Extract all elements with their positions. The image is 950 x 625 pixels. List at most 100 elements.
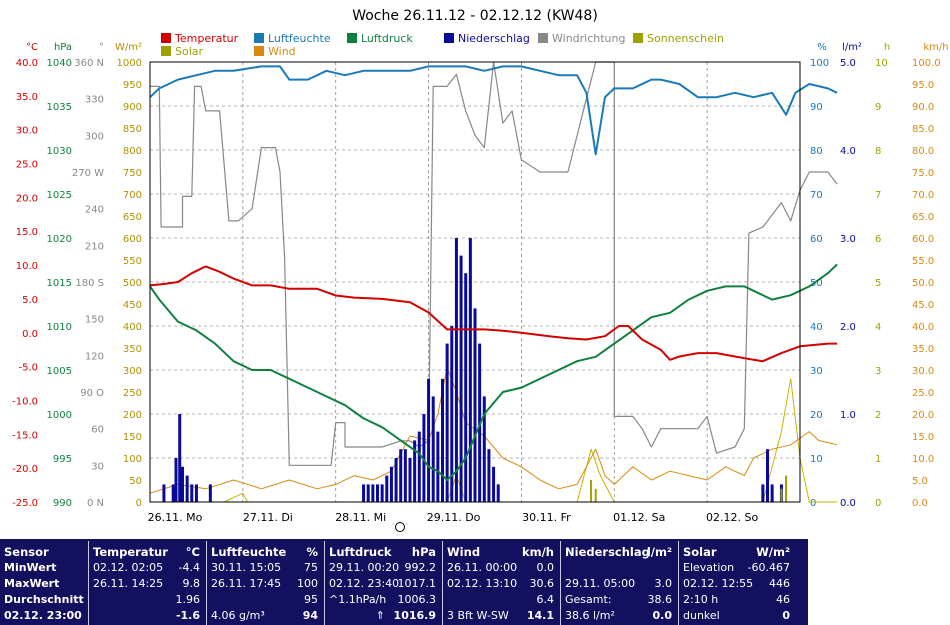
axis-tick-right: 90: [810, 102, 823, 113]
axis-tick-left: 330: [85, 95, 104, 106]
axis-tick-right: 1.0: [840, 410, 856, 421]
x-day-label: 28.11. Mi: [335, 511, 386, 524]
axis-tick-right: 25.0: [912, 388, 934, 399]
axis-tick-left: 120: [85, 351, 104, 362]
axis-tick-left: 200: [123, 410, 142, 421]
axis-unit-right: h: [884, 42, 890, 53]
series-niederschlag-bar: [436, 431, 440, 502]
stats-table: Sensor MinWert MaxWert Durchschnitt 02.1…: [0, 539, 808, 625]
axis-tick-right: 0.0: [912, 498, 928, 509]
axis-tick-left: 550: [123, 256, 142, 267]
series-sonnenschein-bar: [785, 475, 788, 502]
series-niederschlag-bar: [376, 484, 379, 502]
series-niederschlag-bar: [190, 484, 194, 502]
chart-title: Woche 26.11.12 - 02.12.12 (KW48): [352, 8, 598, 24]
legend-swatch: [254, 33, 264, 43]
stats-temp-header: Temperatur: [93, 545, 168, 559]
legend-swatch: [347, 33, 357, 43]
series-niederschlag-bar: [492, 466, 496, 502]
axis-tick-right: 2: [875, 410, 881, 421]
legend-swatch: [161, 33, 171, 43]
axis-tick-left: -20.0: [12, 464, 38, 475]
series-luftdruck-line: [149, 263, 838, 481]
stats-temp-max-time: 26.11. 14:25: [93, 577, 164, 590]
axis-tick-right: 30.0: [912, 366, 934, 377]
series-niederschlag-bar: [403, 449, 407, 502]
axis-tick-right: 50: [810, 278, 823, 289]
axis-tick-left: 0.0: [22, 329, 38, 340]
axis-tick-left: -25.0: [12, 498, 38, 509]
axis-tick-left: 800: [123, 146, 142, 157]
axis-tick-right: 3.0: [840, 234, 856, 245]
stats-sensor-header: Sensor: [4, 545, 49, 559]
axis-tick-right: 0: [810, 498, 816, 509]
stats-press-trend: ^1.1hPa/h: [329, 593, 387, 606]
axis-tick-right: 20.0: [912, 410, 934, 421]
stats-wind-max: 30.6: [529, 577, 555, 590]
legend-swatch: [161, 46, 171, 56]
axis-unit-right: %: [817, 42, 827, 53]
stats-wind-unit: km/h: [521, 545, 554, 559]
stats-col-temperatur: Temperatur °C 02.12. 02:05 -4.4 26.11. 14:…: [89, 539, 205, 625]
axis-tick-left: 995: [53, 454, 72, 465]
stats-rain-current: 0.0: [652, 609, 673, 622]
axis-tick-left: 210: [85, 241, 104, 252]
axis-tick-right: 2.0: [840, 322, 856, 333]
stats-rain-max-time: 29.11. 05:00: [565, 577, 636, 590]
axis-tick-left: 1010: [47, 322, 72, 333]
axis-tick-right: 5.0: [912, 476, 928, 487]
series-niederschlag-bar: [181, 466, 184, 502]
legend-label: Solar: [175, 45, 204, 58]
stats-wind-min-time: 26.11. 00:00: [447, 561, 518, 574]
stats-hum-unit: %: [306, 545, 318, 559]
axis-tick-left: 10.0: [16, 261, 38, 272]
axis-unit-left: °: [99, 42, 104, 53]
series-niederschlag-bar: [770, 484, 774, 502]
stats-col-luftdruck: Luftdruck hPa 29.11. 00:20 992.2 02.12. 23…: [325, 539, 441, 625]
legend-swatch: [538, 33, 548, 43]
series-temperatur-line: [149, 265, 838, 363]
axis-tick-right: 70.0: [912, 190, 934, 201]
legend-label: Sonnenschein: [647, 32, 724, 45]
stats-rain-header: Niederschlag: [565, 545, 650, 559]
stats-solar-unit: W/m²: [756, 545, 790, 559]
axis-tick-left: 990: [53, 498, 72, 509]
series-niederschlag-bar: [408, 458, 412, 502]
axis-tick-left: -5.0: [18, 363, 38, 374]
axis-tick-left: 40.0: [16, 58, 38, 69]
series-niederschlag-bar: [487, 449, 491, 502]
series-niederschlag-bar: [482, 396, 486, 502]
axis-tick-left: 400: [123, 322, 142, 333]
axis-tick-right: 100: [810, 58, 829, 69]
stats-temp-max: 9.8: [182, 577, 201, 590]
series-niederschlag-bar: [362, 484, 366, 502]
stats-hum-abs: 4.06 g/m³: [211, 609, 265, 622]
axis-tick-left: 750: [123, 168, 142, 179]
legend-swatch: [254, 46, 264, 56]
axis-tick-left: -10.0: [12, 396, 38, 407]
series-niederschlag-bar: [366, 484, 370, 502]
axis-tick-right: 0: [875, 498, 881, 509]
stats-press-max-time: 02.12. 23:40: [329, 577, 400, 590]
x-day-label: 30.11. Fr: [522, 511, 571, 524]
axis-unit-left: hPa: [54, 42, 72, 53]
axis-tick-right: 5.0: [840, 58, 856, 69]
axis-tick-left: 300: [85, 131, 104, 142]
axis-tick-left: 600: [123, 234, 142, 245]
stats-press-avg: 1006.3: [397, 593, 437, 606]
axis-tick-left: 900: [123, 102, 142, 113]
axis-tick-right: 0.0: [840, 498, 856, 509]
axis-tick-right: 90.0: [912, 102, 934, 113]
stats-row-label-avg: Durchschnitt: [4, 593, 84, 606]
stats-temp-min-time: 02.12. 02:05: [93, 561, 164, 574]
axis-tick-left: 150: [123, 432, 142, 443]
series-niederschlag-bar: [389, 466, 393, 502]
axis-tick-left: -15.0: [12, 430, 38, 441]
stats-col-sensor: Sensor MinWert MaxWert Durchschnitt 02.1…: [0, 539, 86, 625]
axis-unit-left: °C: [26, 42, 38, 53]
stats-solar-max: 446: [769, 577, 790, 590]
axis-tick-right: 75.0: [912, 168, 934, 179]
legend-label: Luftfeuchte: [268, 32, 331, 45]
stats-solar-current: 0: [782, 609, 790, 622]
series-niederschlag-bar: [459, 255, 463, 502]
